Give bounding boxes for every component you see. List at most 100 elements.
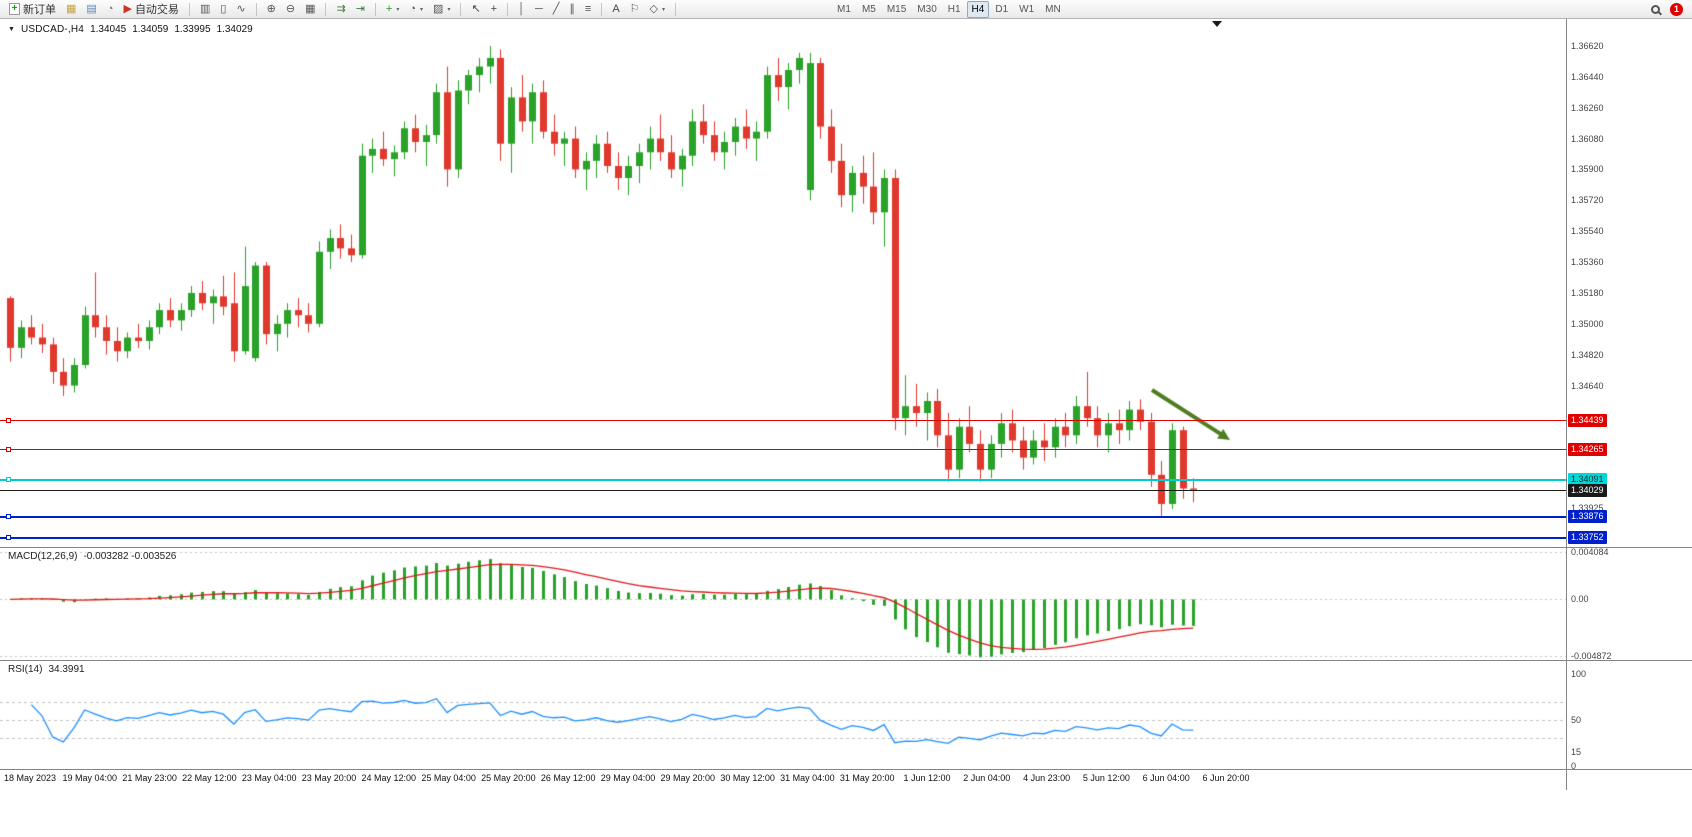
time-axis-label: 29 May 20:00 [660,773,716,783]
time-axis-label: 25 May 20:00 [481,773,536,783]
time-axis[interactable]: 18 May 2023 19 May 04:00 21 May 23:00 22 Ma… [0,770,1692,792]
chart-header: ▼ USDCAD-,H4 1.34045 1.34059 1.33995 1.3… [8,24,253,35]
vertical-line-icon[interactable]: │ [514,1,529,18]
market-watch-icon[interactable]: ▦ [62,1,80,18]
chart-shift-marker[interactable] [1212,21,1222,27]
strategy-tester-icon: ◔ [106,2,114,15]
dropdown-caret-icon[interactable]: ▾ [420,6,424,13]
timeframe-button-MN[interactable]: MN [1045,3,1061,15]
resistance-line-upper-tag: 1.34439 [1568,413,1607,427]
resistance-line-lower[interactable] [0,449,1566,451]
price-axis-label: 1.36260 [1571,102,1604,113]
data-window-icon[interactable]: ▤ [82,1,100,18]
resistance-line-upper-handle[interactable] [6,417,11,423]
price-axis-label: 1.36440 [1571,71,1604,82]
flag-icon[interactable]: ⚐ [626,1,644,18]
new-order-button[interactable]: + 新订单 [5,1,60,18]
auto-scroll-icon[interactable]: ⇉ [332,1,349,18]
auto-scroll-icon: ⇉ [336,2,346,15]
macd-title: MACD(12,26,9) [8,551,78,562]
indicators-icon[interactable]: + ▾ [382,1,403,18]
support-line-blue-lower[interactable] [0,536,1566,539]
vertical-line-icon: │ [518,2,525,15]
tile-windows-icon[interactable]: ▦ [301,1,319,18]
timeframe-button-M1[interactable]: M1 [837,3,851,15]
main-chart-canvas[interactable] [0,19,1566,548]
shapes-icon[interactable]: ◇ ▾ [646,1,669,18]
price-axis-label: 1.35000 [1571,318,1604,329]
macd-label: MACD(12,26,9) -0.003282 -0.003526 [8,551,176,562]
algo-trading-button[interactable]: ▶ 自动交易 [119,1,182,18]
resistance-line-lower-handle[interactable] [6,447,11,453]
equidistant-channel-icon: ∥ [569,2,575,15]
price-axis-label: 1.35900 [1571,164,1604,175]
panel-divider-macd[interactable] [0,547,1692,548]
candlestick-chart-icon: ▯ [220,2,227,15]
trendline-icon[interactable]: ╱ [549,1,564,18]
equidistant-channel-icon[interactable]: ∥ [565,1,579,18]
bar-chart-icon[interactable]: ▥ [196,1,214,18]
time-axis-label: 26 May 12:00 [540,773,596,783]
price-axis-label: 1.35540 [1571,226,1604,237]
crosshair-icon: + [490,2,498,15]
fibonacci-icon: ≡ [584,2,592,15]
time-axis-label: 31 May 20:00 [839,773,895,783]
fibonacci-icon[interactable]: ≡ [581,1,595,18]
algo-trading-button-label: 自动交易 [134,4,179,16]
dropdown-caret-icon[interactable]: ▾ [396,6,400,13]
line-chart-icon[interactable]: ∿ [232,1,249,18]
rsi-label: RSI(14) 34.3991 [8,664,85,675]
zoom-out-icon[interactable]: ⊖ [282,1,299,18]
timeframe-button-M30[interactable]: M30 [917,3,937,15]
search-icon[interactable] [1647,1,1664,18]
price-axis-label: 1.36620 [1571,40,1604,51]
toolbar-separator [374,2,376,16]
timeframe-button-H4[interactable]: H4 [966,0,990,18]
periods-icon[interactable]: ◔ ▾ [405,1,427,18]
support-line-cyan[interactable] [0,478,1566,481]
macd-canvas[interactable] [0,548,1566,660]
crosshair-icon[interactable]: + [487,1,501,18]
resistance-line-upper[interactable] [0,419,1566,421]
market-watch-icon: ▦ [66,2,77,15]
support-line-blue-lower-tag: 1.33752 [1568,531,1607,545]
quote-open: 1.34045 [90,24,127,35]
zoom-in-icon[interactable]: ⊕ [263,1,280,18]
rsi-canvas[interactable] [0,661,1566,769]
support-line-blue-lower-handle[interactable] [6,535,11,541]
bid-price-line[interactable] [0,489,1566,491]
support-line-blue-upper[interactable] [0,515,1566,518]
toolbar-separator [601,2,603,16]
text-label-icon[interactable]: A [608,1,623,18]
timeframe-button-M5[interactable]: M5 [861,3,876,15]
time-axis-label: 2 Jun 04:00 [963,773,1011,783]
strategy-tester-icon[interactable]: ◔ [103,1,118,18]
support-line-cyan-handle[interactable] [6,477,11,483]
horizontal-line-icon[interactable]: ─ [531,1,547,18]
timeframe-button-D1[interactable]: D1 [995,3,1009,15]
panel-divider-rsi[interactable] [0,660,1692,661]
rsi-value: 34.3991 [48,664,85,675]
time-axis-label: 19 May 04:00 [62,773,118,783]
quote-high: 1.34059 [132,24,169,35]
dropdown-caret-icon[interactable]: ▾ [662,6,666,13]
chart-shift-icon[interactable]: ⇥ [352,1,369,18]
price-axis-label: 1.33925 [1571,503,1604,514]
timeframe-button-H1[interactable]: H1 [947,3,961,15]
toolbar-separator [255,2,257,16]
cursor-icon: ↖ [471,2,481,15]
dropdown-caret-icon[interactable]: ▾ [447,6,451,13]
candlestick-chart-icon[interactable]: ▯ [216,1,230,18]
macd-axis-label: 0.00 [1571,594,1589,605]
templates-icon[interactable]: ▨ ▾ [429,1,454,18]
time-axis-label: 24 May 12:00 [361,773,417,783]
cursor-icon[interactable]: ↖ [467,1,484,18]
notification-badge[interactable]: 1 [1670,2,1683,16]
timeframe-button-M15[interactable]: M15 [886,3,907,15]
quote-low: 1.33995 [174,24,211,35]
support-line-blue-upper-handle[interactable] [6,514,11,520]
timeframe-button-W1[interactable]: W1 [1019,3,1035,15]
one-click-trading-toggle-icon[interactable]: ▼ [8,26,15,33]
trendline-icon: ╱ [552,2,560,15]
